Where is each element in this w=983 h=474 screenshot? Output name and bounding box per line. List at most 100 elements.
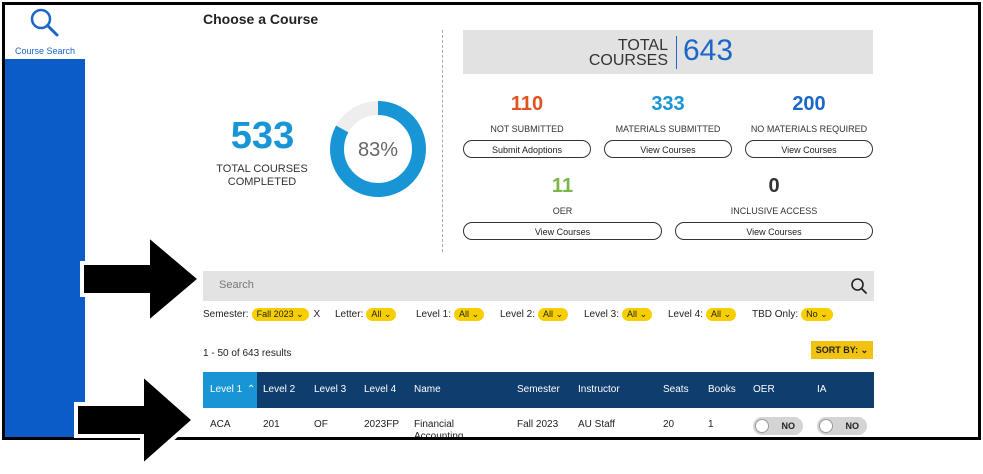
stat-value: 0 bbox=[768, 175, 780, 197]
level2-value: All bbox=[543, 309, 554, 319]
view-courses-button-submitted[interactable]: View Courses bbox=[604, 140, 732, 158]
completion-donut: 83% bbox=[330, 101, 426, 197]
search-input[interactable] bbox=[217, 278, 821, 292]
column-header-level2[interactable]: Level 2 bbox=[263, 384, 296, 395]
column-header-level4[interactable]: Level 4 bbox=[364, 384, 397, 395]
letter-dropdown[interactable]: All ⌄ bbox=[366, 308, 397, 321]
level2-dropdown[interactable]: All ⌄ bbox=[538, 308, 569, 321]
stat-label: NOT SUBMITTED bbox=[490, 124, 564, 134]
view-courses-button-ia[interactable]: View Courses bbox=[675, 222, 873, 240]
stat-label: NO MATERIALS REQUIRED bbox=[750, 124, 868, 134]
chevron-down-icon: ⌄ bbox=[555, 309, 564, 319]
column-header-oer[interactable]: OER bbox=[753, 384, 775, 395]
completed-label-line2: COMPLETED bbox=[227, 176, 297, 188]
completed-label-line1: TOTAL COURSES bbox=[216, 163, 308, 175]
chevron-down-icon: ⌄ bbox=[639, 309, 648, 319]
table-header: Level 1 ⌃ Level 2 Level 3 Level 4 Name S… bbox=[203, 372, 874, 408]
cell-semester: Fall 2023 bbox=[517, 419, 559, 430]
sidebar-panel bbox=[5, 59, 85, 437]
results-count: 1 - 50 of 643 results bbox=[203, 348, 292, 359]
cell-books: 1 bbox=[708, 419, 714, 430]
donut-progress bbox=[330, 101, 426, 197]
column-header-name[interactable]: Name bbox=[414, 384, 441, 395]
chevron-up-icon: ⌃ bbox=[247, 384, 256, 395]
column-header-semester[interactable]: Semester bbox=[517, 384, 560, 395]
toggle-label: NO bbox=[781, 421, 796, 431]
stat-oer: 11 OER bbox=[463, 175, 662, 216]
arrow-icon bbox=[80, 233, 204, 325]
level1-value: All bbox=[459, 309, 470, 319]
toggle-knob bbox=[755, 419, 769, 433]
column-header-level1[interactable]: Level 1 ⌃ bbox=[203, 372, 257, 408]
filter-label: Level 2: bbox=[500, 309, 536, 320]
sort-by-label: SORT BY: bbox=[815, 345, 859, 355]
filter-tbd: TBD Only: No ⌄ bbox=[752, 308, 833, 321]
filter-letter: Letter: All ⌄ bbox=[335, 308, 397, 321]
column-header-seats[interactable]: Seats bbox=[663, 384, 689, 395]
semester-clear-button[interactable]: X bbox=[313, 309, 321, 320]
submit-adoptions-button[interactable]: Submit Adoptions bbox=[463, 140, 591, 158]
cell-name[interactable]: Financial Accounting bbox=[414, 419, 464, 440]
filter-label: TBD Only: bbox=[752, 309, 799, 320]
filter-semester: Semester: Fall 2023 ⌄ X bbox=[203, 308, 320, 321]
chevron-down-icon: ⌄ bbox=[723, 309, 732, 319]
sidebar-course-search-label: Course Search bbox=[14, 46, 76, 56]
sort-by-button[interactable]: SORT BY: ⌄ bbox=[811, 341, 873, 359]
filter-label: Letter: bbox=[335, 309, 364, 320]
level3-dropdown[interactable]: All ⌄ bbox=[622, 308, 653, 321]
sidebar: Course Search bbox=[5, 5, 85, 437]
letter-value: All bbox=[371, 309, 382, 319]
donut-percent: 83% bbox=[358, 139, 398, 161]
stat-value: 200 bbox=[792, 93, 826, 115]
stat-value: 110 bbox=[510, 93, 544, 115]
stat-label: MATERIALS SUBMITTED bbox=[615, 124, 721, 134]
stat-label: INCLUSIVE ACCESS bbox=[730, 206, 818, 216]
cell-instructor: AU Staff bbox=[578, 419, 616, 430]
chevron-down-icon: ⌄ bbox=[860, 345, 869, 355]
cell-level4: 2023FP bbox=[364, 419, 400, 430]
total-label-line1: TOTAL bbox=[617, 37, 668, 54]
view-courses-button-no-materials[interactable]: View Courses bbox=[745, 140, 873, 158]
total-separator bbox=[676, 36, 677, 69]
filter-level3: Level 3: All ⌄ bbox=[584, 308, 653, 321]
level1-dropdown[interactable]: All ⌄ bbox=[454, 308, 485, 321]
level3-value: All bbox=[627, 309, 638, 319]
stat-no-materials: 200 NO MATERIALS REQUIRED bbox=[745, 93, 873, 134]
stat-materials-submitted: 333 MATERIALS SUBMITTED bbox=[604, 93, 732, 134]
filter-level4: Level 4: All ⌄ bbox=[668, 308, 737, 321]
page-title: Choose a Course bbox=[203, 11, 319, 27]
ia-toggle[interactable]: NO bbox=[817, 417, 867, 435]
arrow-icon bbox=[74, 372, 198, 468]
filter-label: Level 4: bbox=[668, 309, 704, 320]
column-header-level3[interactable]: Level 3 bbox=[314, 384, 347, 395]
stat-label: OER bbox=[552, 206, 573, 216]
sidebar-course-search[interactable]: Course Search bbox=[5, 5, 85, 59]
stat-not-submitted: 110 NOT SUBMITTED bbox=[463, 93, 591, 134]
filter-level2: Level 2: All ⌄ bbox=[500, 308, 569, 321]
filter-label: Level 1: bbox=[416, 309, 452, 320]
search-icon bbox=[30, 8, 59, 37]
completed-count: 533 bbox=[230, 115, 295, 157]
level4-dropdown[interactable]: All ⌄ bbox=[706, 308, 737, 321]
filter-label: Level 3: bbox=[584, 309, 620, 320]
chevron-down-icon: ⌄ bbox=[820, 309, 828, 319]
stat-value: 333 bbox=[651, 93, 685, 115]
column-header-books[interactable]: Books bbox=[708, 384, 736, 395]
search-icon[interactable] bbox=[850, 277, 868, 295]
toggle-knob bbox=[819, 419, 833, 433]
total-label-line2: COURSES bbox=[588, 52, 668, 69]
column-header-instructor[interactable]: Instructor bbox=[578, 384, 620, 395]
semester-value: Fall 2023 bbox=[256, 309, 294, 319]
semester-dropdown[interactable]: Fall 2023 ⌄ bbox=[251, 308, 309, 321]
stat-value: 11 bbox=[551, 175, 574, 197]
app-window: Course Search Choose a Course 533 TOTAL … bbox=[2, 2, 981, 440]
cell-seats: 20 bbox=[663, 419, 675, 430]
view-courses-button-oer[interactable]: View Courses bbox=[463, 222, 662, 240]
divider bbox=[442, 30, 443, 252]
total-courses-label: TOTAL COURSES bbox=[578, 37, 668, 69]
toggle-label: NO bbox=[845, 421, 860, 431]
cell-level1: ACA bbox=[210, 419, 231, 430]
column-header-ia[interactable]: IA bbox=[817, 384, 827, 395]
tbd-dropdown[interactable]: No ⌄ bbox=[801, 308, 833, 321]
oer-toggle[interactable]: NO bbox=[753, 417, 803, 435]
